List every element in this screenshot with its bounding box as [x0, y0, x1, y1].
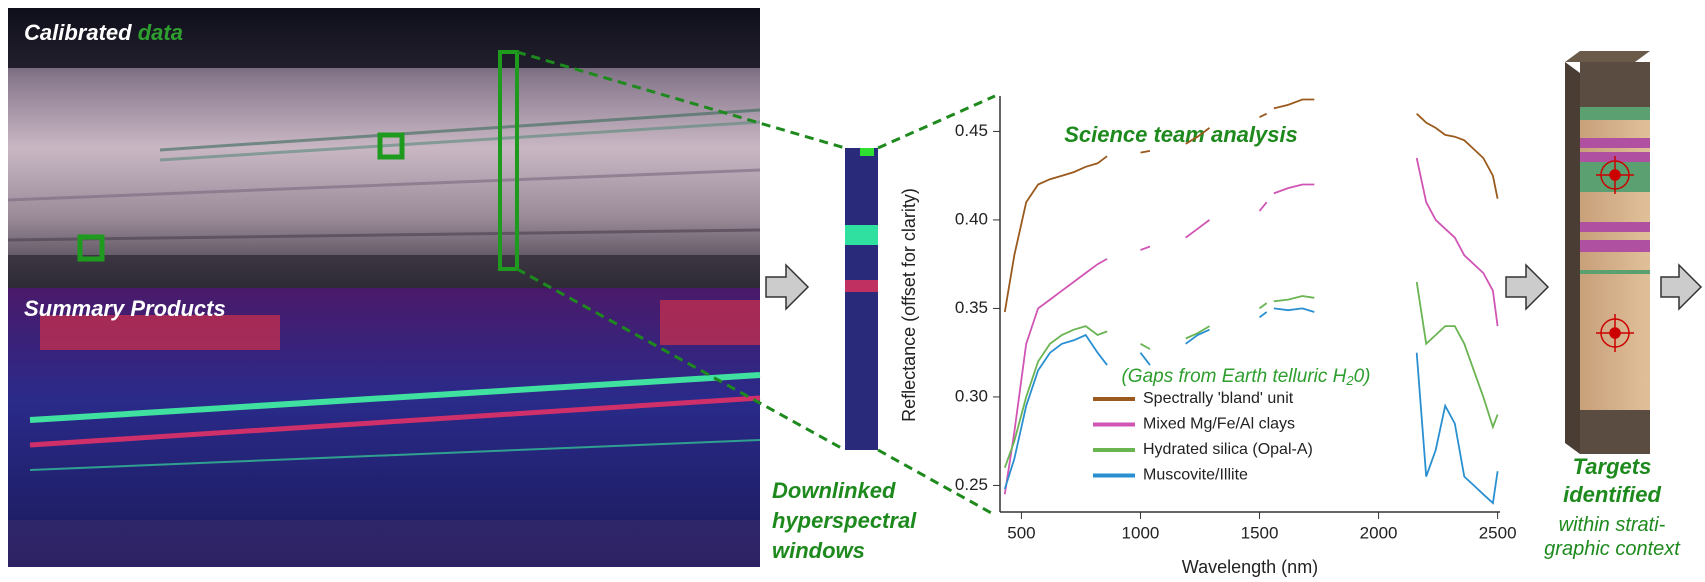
x-tick-label: 1500 [1241, 523, 1279, 542]
y-tick-label: 0.30 [955, 386, 988, 405]
y-tick-label: 0.35 [955, 298, 988, 317]
x-tick-label: 1000 [1122, 523, 1160, 542]
legend-label: Spectrally 'bland' unit [1143, 390, 1294, 407]
window-box [498, 50, 519, 271]
rock-layers [7, 108, 761, 242]
legend-label: Muscovite/Illite [1143, 467, 1248, 484]
series-line [1003, 281, 1499, 469]
annotation: (Gaps from Earth telluric H20) [1121, 366, 1370, 388]
legend-label: Mixed Mg/Fe/Al clays [1143, 416, 1295, 433]
strip-band [860, 148, 874, 156]
series-line [1003, 98, 1499, 313]
strip-band [845, 280, 878, 292]
column-layer [1580, 62, 1650, 107]
arrow [765, 263, 1703, 311]
connector [516, 50, 996, 517]
y-tick-label: 0.40 [955, 209, 988, 228]
column-layer [1580, 410, 1650, 454]
chart: Science team analysis Wavelength (nm) Re… [899, 96, 1517, 577]
x-tick-label: 500 [1007, 523, 1035, 542]
y-axis-label: Reflectance (offset for clarity) [899, 188, 919, 422]
y-tick-label: 0.25 [955, 475, 988, 494]
x-axis-label: Wavelength (nm) [1182, 557, 1318, 577]
legend-label: Hydrated silica (Opal-A) [1143, 441, 1313, 458]
strip-band [845, 225, 878, 245]
context-label: within strati-graphic context [1544, 514, 1681, 560]
series-line [1003, 157, 1499, 495]
rubble [8, 255, 760, 288]
target-marker [1596, 156, 1634, 352]
strip-label: Downlinked hyperspectral windows [772, 478, 917, 563]
window-box [77, 234, 105, 262]
series-line [1003, 307, 1499, 505]
image-shadow [8, 8, 760, 68]
x-tick-label: 2000 [1360, 523, 1398, 542]
mineral-bands [8, 300, 761, 567]
column-side [1565, 62, 1580, 454]
image-label: Summary Products [24, 296, 226, 321]
x-tick-label: 2500 [1479, 523, 1517, 542]
chart-title: Science team analysis [1064, 122, 1298, 147]
y-tick-label: 0.45 [955, 121, 988, 140]
column-top [1565, 51, 1650, 62]
target-label: Targets identified [1563, 454, 1661, 507]
window-box [377, 132, 405, 160]
column-front [1580, 62, 1650, 454]
image-label: Calibrated data [24, 20, 183, 45]
hyperspectral-window [845, 148, 878, 450]
